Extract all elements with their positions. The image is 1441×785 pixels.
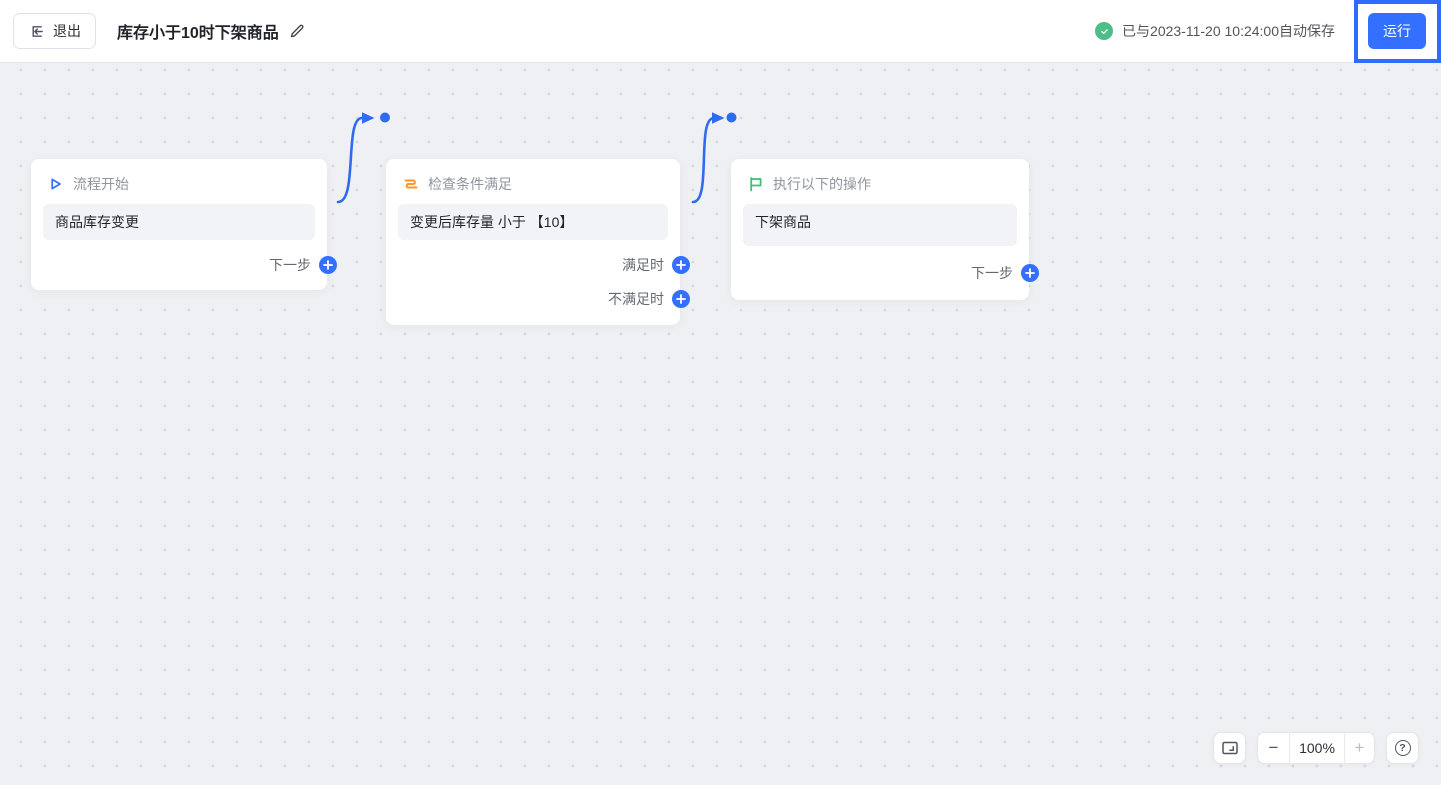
help-button[interactable]: ? <box>1387 732 1418 764</box>
condition-false-row: 不满足时 <box>608 290 690 308</box>
add-node-button[interactable] <box>319 256 337 274</box>
branch-label: 下一步 <box>269 257 311 273</box>
node-card-action[interactable]: 执行以下的操作 下架商品 下一步 <box>731 159 1039 300</box>
zoom-out-button[interactable]: − <box>1258 732 1289 764</box>
page-title: 库存小于10时下架商品 <box>117 25 279 42</box>
plus-icon <box>676 260 686 270</box>
add-node-button[interactable] <box>1021 264 1039 282</box>
node-header: 流程开始 <box>31 159 327 194</box>
node-content[interactable]: 变更后库存量 小于 【10】 <box>398 204 668 240</box>
node-title: 检查条件满足 <box>428 176 512 192</box>
node-header: 检查条件满足 <box>386 159 680 194</box>
plus-icon: + <box>1354 738 1365 757</box>
plus-icon <box>676 294 686 304</box>
fit-screen-button[interactable] <box>1214 732 1245 764</box>
branch-label: 满足时 <box>622 257 664 273</box>
node-card-start[interactable]: 流程开始 商品库存变更 下一步 <box>31 159 337 290</box>
condition-true-row: 满足时 <box>622 256 690 274</box>
exit-button[interactable]: 退出 <box>13 13 96 49</box>
branch-label: 不满足时 <box>608 291 664 307</box>
node-content[interactable]: 商品库存变更 <box>43 204 315 240</box>
question-mark-icon: ? <box>1394 740 1411 756</box>
check-circle-icon <box>1095 22 1114 40</box>
flag-icon <box>748 176 764 192</box>
exit-button-label: 退出 <box>53 23 81 39</box>
node-content[interactable]: 下架商品 <box>743 204 1017 246</box>
node-title: 执行以下的操作 <box>773 176 871 192</box>
branch-label: 下一步 <box>971 265 1013 281</box>
plus-icon <box>323 260 333 270</box>
node-card-condition[interactable]: 检查条件满足 变更后库存量 小于 【10】 满足时 不满足时 <box>386 159 690 325</box>
minus-icon: − <box>1268 738 1279 757</box>
flow-canvas[interactable]: 流程开始 商品库存变更 下一步 检查条件满足 <box>0 63 1441 785</box>
plus-icon <box>1025 268 1035 278</box>
view-toolbar: − 100% + ? <box>1213 732 1419 764</box>
autosave-text: 已与2023-11-20 10:24:00自动保存 <box>1122 23 1335 39</box>
node-title: 流程开始 <box>73 176 129 192</box>
zoom-control: − 100% + <box>1257 732 1375 764</box>
fit-screen-icon <box>1221 741 1238 755</box>
logout-icon <box>28 23 45 40</box>
branch-icon <box>403 176 419 192</box>
run-button[interactable]: 运行 <box>1368 13 1426 49</box>
zoom-level: 100% <box>1289 732 1344 764</box>
add-node-button[interactable] <box>672 256 690 274</box>
zoom-in-button[interactable]: + <box>1344 732 1374 764</box>
next-step-row: 下一步 <box>269 256 337 274</box>
pencil-icon[interactable] <box>288 22 306 40</box>
autosave-status: 已与2023-11-20 10:24:00自动保存 <box>1095 21 1335 41</box>
next-step-row: 下一步 <box>971 264 1039 282</box>
play-icon <box>48 176 64 192</box>
node-header: 执行以下的操作 <box>731 159 1029 194</box>
top-bar: 退出 库存小于10时下架商品 已与2023-11-20 10:24:00自动保存… <box>0 0 1441 63</box>
add-node-button[interactable] <box>672 290 690 308</box>
